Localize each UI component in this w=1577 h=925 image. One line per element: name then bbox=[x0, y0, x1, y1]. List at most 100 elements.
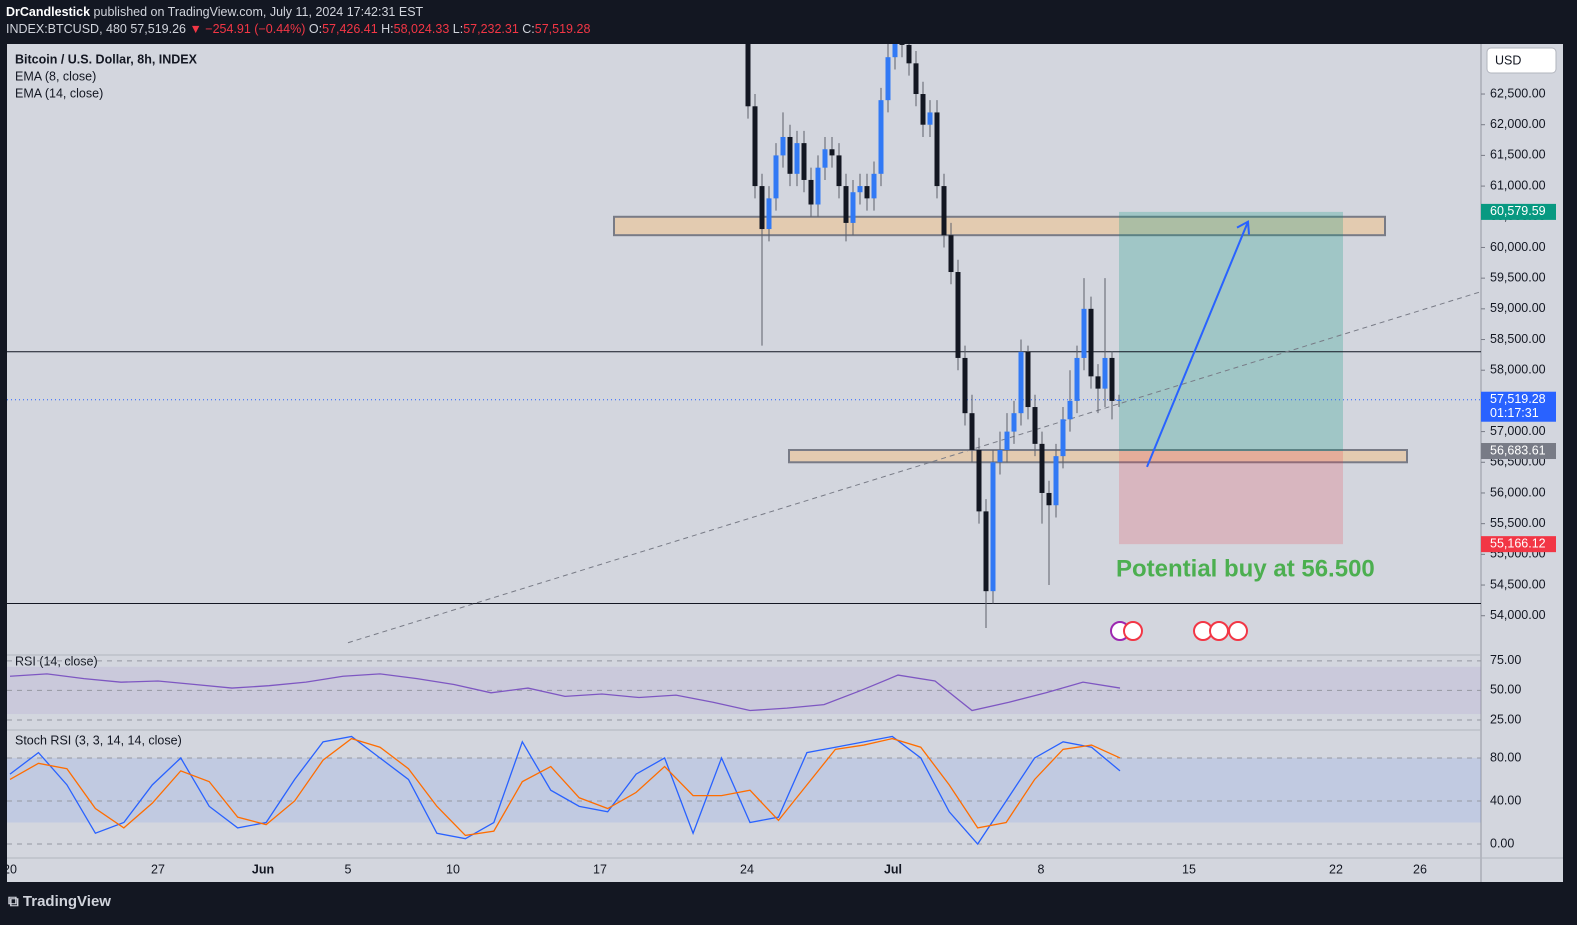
candle-body bbox=[1060, 419, 1066, 457]
candle-body bbox=[1102, 357, 1108, 389]
candle-body bbox=[899, 44, 905, 45]
candle-body bbox=[857, 186, 863, 193]
y-tick-label: 50.00 bbox=[1490, 683, 1521, 697]
candle-body bbox=[1053, 456, 1059, 506]
change: ▼ −254.91 (−0.44%) bbox=[189, 22, 306, 36]
x-tick-label: 27 bbox=[151, 862, 165, 876]
x-tick-label: 5 bbox=[345, 862, 352, 876]
currency: USD bbox=[1495, 53, 1521, 67]
candle-body bbox=[1039, 443, 1045, 493]
candle-body bbox=[745, 44, 751, 107]
candle-body bbox=[822, 149, 828, 168]
candle-body bbox=[815, 167, 821, 205]
candle-body bbox=[913, 63, 919, 95]
candle-body bbox=[976, 450, 982, 512]
candle-body bbox=[836, 155, 842, 187]
y-tick-label: 59,000.00 bbox=[1490, 301, 1546, 315]
candle-body bbox=[801, 143, 807, 180]
l: L: bbox=[452, 22, 464, 36]
candle-body bbox=[997, 450, 1003, 463]
x-tick-label: Jul bbox=[884, 862, 902, 876]
arrow bbox=[1146, 221, 1249, 468]
y-tick-label: 61,000.00 bbox=[1490, 178, 1546, 192]
price-badge-label: 55,166.12 bbox=[1490, 536, 1546, 550]
arrow-head bbox=[1236, 220, 1250, 235]
y-tick-label: 75.00 bbox=[1490, 653, 1521, 667]
x-tick-label: 17 bbox=[593, 862, 607, 876]
x-tick-label: 26 bbox=[1413, 862, 1427, 876]
close: 57,519.28 bbox=[534, 22, 591, 36]
candle-body bbox=[739, 14, 744, 26]
band bbox=[7, 666, 1481, 715]
x-tick-label: 8 bbox=[1038, 862, 1045, 876]
y-tick-label: 58,000.00 bbox=[1490, 363, 1546, 377]
candle-body bbox=[773, 155, 779, 199]
candle-body bbox=[885, 57, 891, 101]
candle-body bbox=[941, 186, 947, 236]
indicator-line bbox=[9, 673, 1121, 712]
candle-body bbox=[1081, 308, 1087, 358]
y-tick-label: 0.00 bbox=[1490, 836, 1514, 850]
countdown: 01:17:31 bbox=[1490, 406, 1539, 420]
candle-body bbox=[983, 511, 989, 592]
symbol: INDEX:BTCUSD, 480 bbox=[6, 22, 127, 36]
candle-body bbox=[1025, 351, 1031, 408]
annotation: Potential buy at 56.500 bbox=[1116, 555, 1375, 582]
price-badge-label: 56,683.61 bbox=[1490, 443, 1546, 457]
y-tick-label: 40.00 bbox=[1490, 793, 1521, 807]
candle-body bbox=[1067, 400, 1073, 420]
high: 58,024.33 bbox=[393, 22, 450, 36]
y-tick-label: 59,500.00 bbox=[1490, 270, 1546, 284]
stoch-title: Stoch RSI (3, 3, 14, 14, close) bbox=[15, 733, 182, 747]
candle-body bbox=[780, 136, 786, 156]
candle-body bbox=[934, 112, 940, 187]
target-area bbox=[1119, 211, 1343, 452]
c: C: bbox=[522, 22, 535, 36]
trendline bbox=[347, 291, 1481, 644]
candle-body bbox=[871, 173, 877, 199]
x-tick-label: 10 bbox=[446, 862, 460, 876]
candle-body bbox=[969, 413, 975, 451]
candle-body bbox=[1095, 376, 1101, 389]
price-badge bbox=[1481, 203, 1556, 220]
y-tick-label: 55,500.00 bbox=[1490, 516, 1546, 530]
price-plot bbox=[7, 14, 1481, 644]
candle-body bbox=[990, 462, 996, 592]
candle-body bbox=[892, 44, 898, 58]
candle-body bbox=[1011, 413, 1017, 432]
brand: TradingView bbox=[22, 893, 111, 910]
candle-body bbox=[1018, 351, 1024, 414]
footer: ⧉ TradingView bbox=[8, 893, 111, 910]
rsi-title: RSI (14, close) bbox=[15, 654, 98, 668]
x-tick-label: 15 bbox=[1182, 862, 1196, 876]
candle-body bbox=[864, 186, 870, 199]
candle-body bbox=[1046, 492, 1052, 506]
open: 57,426.41 bbox=[322, 22, 378, 36]
low: 57,232.31 bbox=[463, 22, 519, 36]
author: DrCandlestick bbox=[6, 5, 91, 19]
price-badge-label: 60,579.59 bbox=[1490, 204, 1546, 218]
price-badge bbox=[1481, 391, 1556, 422]
event-icons bbox=[1110, 621, 1248, 641]
candle-body bbox=[906, 44, 912, 64]
header: DrCandlestick published on TradingView.c… bbox=[6, 4, 590, 38]
band bbox=[7, 757, 1481, 823]
currency-button[interactable] bbox=[1486, 47, 1557, 74]
indicator-line bbox=[9, 737, 1121, 837]
last: 57,519.26 bbox=[130, 22, 186, 36]
candle-body bbox=[920, 94, 926, 125]
candle-body bbox=[843, 186, 849, 223]
y-tick-label: 80.00 bbox=[1490, 750, 1521, 764]
price-badge bbox=[1481, 443, 1556, 460]
candle-body bbox=[759, 186, 765, 230]
candle-body bbox=[1109, 357, 1115, 401]
candle-body bbox=[1004, 431, 1010, 451]
candle-body bbox=[962, 357, 968, 414]
x-tick-label: Jun bbox=[252, 862, 274, 876]
y-tick-label: 62,500.00 bbox=[1490, 86, 1546, 100]
y-tick-label: 62,000.00 bbox=[1490, 117, 1546, 131]
h: H: bbox=[381, 22, 394, 36]
y-tick-label: 60,000.00 bbox=[1490, 240, 1546, 254]
y-tick-label: 54,000.00 bbox=[1490, 608, 1546, 622]
